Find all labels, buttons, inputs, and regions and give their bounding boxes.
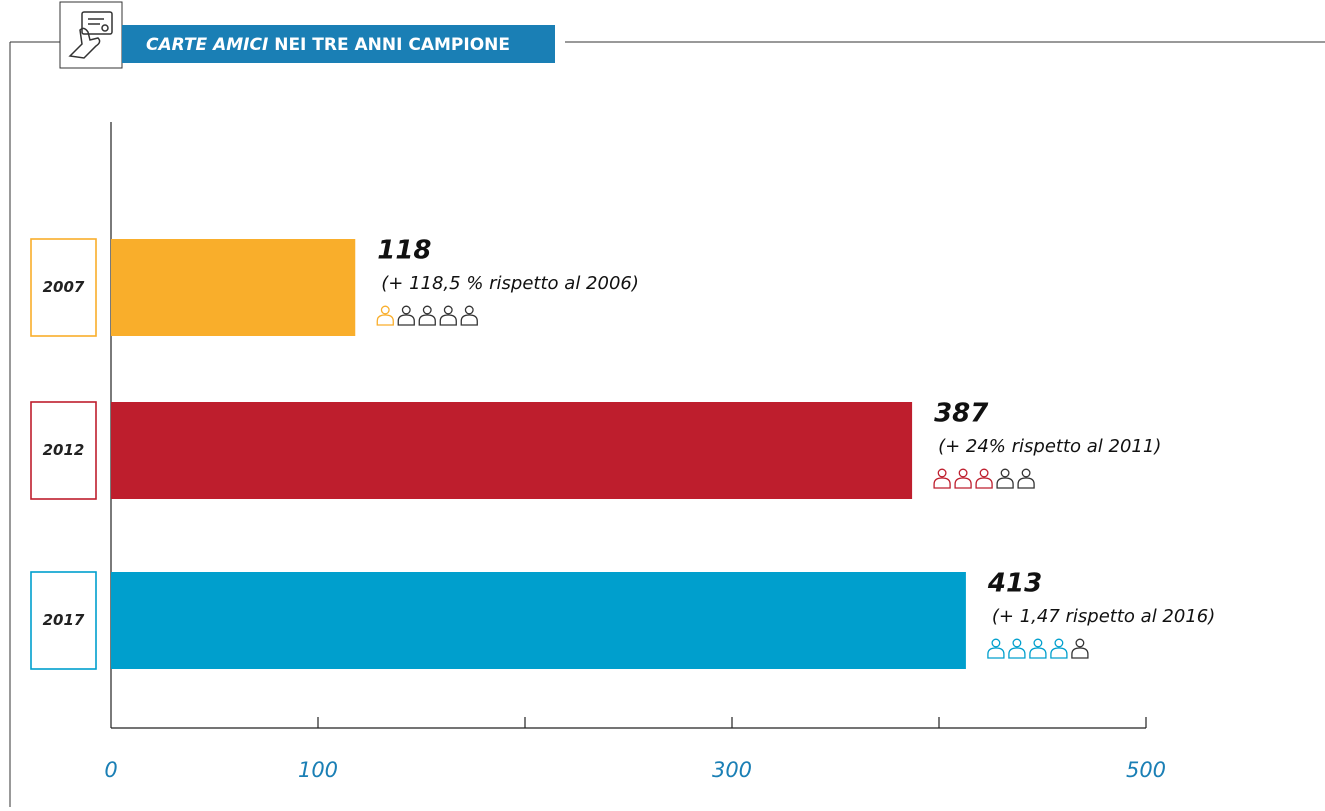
icon-head — [1033, 638, 1043, 648]
icon-head — [380, 305, 390, 315]
value-label: 118 — [377, 236, 431, 266]
person-icon — [987, 638, 1005, 659]
icon-body — [1029, 647, 1047, 659]
person-icon — [954, 468, 972, 489]
bar — [111, 239, 356, 336]
icon-head — [1012, 638, 1022, 648]
x-tick-label: 300 — [712, 758, 752, 782]
bar — [111, 572, 966, 669]
y-tick-label: 2017 — [43, 611, 85, 629]
icon-body — [376, 314, 394, 326]
person-icon — [1008, 638, 1026, 659]
person-icon — [460, 305, 478, 326]
icon-head — [937, 468, 947, 478]
person-icon — [1050, 638, 1068, 659]
person-icon — [376, 305, 394, 326]
icon-body — [1071, 647, 1089, 659]
icon-head — [958, 468, 968, 478]
person-icon — [1017, 468, 1035, 489]
person-icon — [975, 468, 993, 489]
icon-head — [443, 305, 453, 315]
icon-body — [1017, 477, 1035, 489]
y-tick-label: 2012 — [43, 441, 85, 459]
icon-head — [979, 468, 989, 478]
icon-head — [991, 638, 1001, 648]
title-rest: NEI TRE ANNI CAMPIONE — [274, 35, 510, 55]
icon-body — [439, 314, 457, 326]
y-tick-label: 2007 — [43, 278, 85, 296]
title-italic: CARTE AMICI — [146, 35, 268, 55]
icon-body — [397, 314, 415, 326]
icon-head — [1000, 468, 1010, 478]
annotation: (+ 118,5 % rispetto al 2006) — [381, 273, 639, 294]
person-icon — [996, 468, 1014, 489]
person-icon — [439, 305, 457, 326]
icon-head — [1021, 468, 1031, 478]
icon-body — [996, 477, 1014, 489]
icon-head — [1075, 638, 1085, 648]
annotation: (+ 24% rispetto al 2011) — [938, 436, 1161, 457]
icon-body — [418, 314, 436, 326]
icon-body — [954, 477, 972, 489]
person-icon — [1029, 638, 1047, 659]
icon-body — [975, 477, 993, 489]
value-label: 387 — [934, 399, 989, 429]
x-tick-label: 100 — [298, 758, 338, 782]
icon-body — [1050, 647, 1068, 659]
card-icon — [68, 11, 113, 59]
person-icon — [1071, 638, 1089, 659]
title-box — [122, 25, 555, 63]
icon-body — [1008, 647, 1026, 659]
icon-body — [933, 477, 951, 489]
x-tick-label: 0 — [104, 758, 117, 782]
icon-head — [464, 305, 474, 315]
person-icon — [933, 468, 951, 489]
icon-head — [401, 305, 411, 315]
year-box — [30, 571, 97, 670]
icon-head — [1054, 638, 1064, 648]
chart-title: CARTE AMICI NEI TRE ANNI CAMPIONE — [146, 35, 510, 55]
value-label: 413 — [987, 569, 1042, 599]
icon-head — [422, 305, 432, 315]
icon-body — [987, 647, 1005, 659]
bar — [111, 402, 913, 499]
person-icon — [418, 305, 436, 326]
year-box — [30, 238, 97, 337]
year-box — [30, 401, 97, 500]
icon-body — [460, 314, 478, 326]
annotation: (+ 1,47 rispetto al 2016) — [992, 606, 1215, 627]
person-icon — [397, 305, 415, 326]
x-tick-label: 500 — [1126, 758, 1166, 782]
